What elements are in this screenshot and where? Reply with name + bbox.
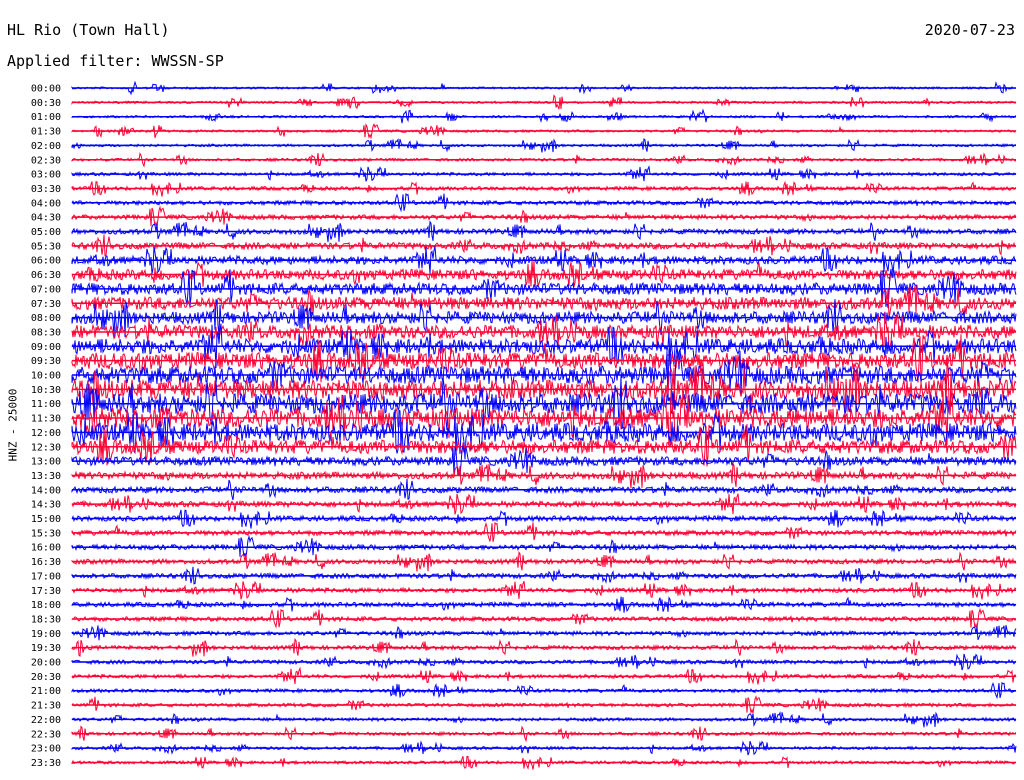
time-row-label: 20:00 [31, 658, 61, 669]
time-row-label: 12:00 [31, 428, 61, 439]
time-row-label: 11:00 [31, 399, 61, 410]
seismogram-trace [71, 423, 1017, 467]
time-row-label: 19:00 [31, 629, 61, 640]
time-row-label: 10:30 [31, 385, 61, 396]
time-row-label: 03:00 [31, 170, 61, 181]
time-row-label: 15:30 [31, 528, 61, 539]
time-row-label: 20:30 [31, 672, 61, 683]
time-row-label: 13:00 [31, 457, 61, 468]
time-row-label: 06:00 [31, 256, 61, 267]
time-row-label: 02:30 [31, 155, 61, 166]
time-row-label: 14:00 [31, 485, 61, 496]
time-row-label: 05:00 [31, 227, 61, 238]
time-row-label: 18:00 [31, 600, 61, 611]
station-title: HL Rio (Town Hall) [7, 21, 170, 39]
time-row-label: 22:00 [31, 715, 61, 726]
time-row-label: 13:30 [31, 471, 61, 482]
time-row-label: 07:00 [31, 284, 61, 295]
time-row-label: 12:30 [31, 442, 61, 453]
record-date: 2020-07-23 [924, 21, 1015, 39]
time-row-label: 08:30 [31, 327, 61, 338]
seismogram-trace [71, 268, 1017, 309]
time-row-label: 19:30 [31, 643, 61, 654]
seismogram-trace [71, 375, 1017, 431]
time-row-label: 10:00 [31, 371, 61, 382]
time-row-label: 04:00 [31, 198, 61, 209]
time-row-label: 03:30 [31, 184, 61, 195]
time-row-label: 11:30 [31, 414, 61, 425]
time-row-label: 22:30 [31, 729, 61, 740]
seismogram-trace [71, 334, 1017, 384]
time-row-label: 07:30 [31, 299, 61, 310]
time-row-label: 18:30 [31, 614, 61, 625]
time-row-label: 23:00 [31, 744, 61, 755]
time-row-label: 08:00 [31, 313, 61, 324]
filter-label: Applied filter: WWSSN-SP [7, 52, 224, 70]
time-row-label: 15:00 [31, 514, 61, 525]
seismogram-trace [71, 521, 1017, 542]
time-row-label: 17:30 [31, 586, 61, 597]
time-row-label: 23:30 [31, 758, 61, 769]
seismogram-trace [71, 389, 1017, 447]
time-row-label: 05:30 [31, 241, 61, 252]
time-row-label: 16:00 [31, 543, 61, 554]
time-row-label: 21:30 [31, 701, 61, 712]
time-row-label: 17:00 [31, 571, 61, 582]
time-row-label: 00:00 [31, 84, 61, 95]
time-row-label: 04:30 [31, 213, 61, 224]
seismogram-trace [71, 284, 1017, 319]
time-row-label: 21:00 [31, 686, 61, 697]
time-row-label: 01:30 [31, 127, 61, 138]
time-row-label: 00:30 [31, 98, 61, 109]
time-row-label: 14:30 [31, 500, 61, 511]
time-row-label: 16:30 [31, 557, 61, 568]
time-row-label: 09:00 [31, 342, 61, 353]
time-row-label: 02:00 [31, 141, 61, 152]
time-row-label: 01:00 [31, 112, 61, 123]
time-row-label: 09:30 [31, 356, 61, 367]
time-row-label: 06:30 [31, 270, 61, 281]
